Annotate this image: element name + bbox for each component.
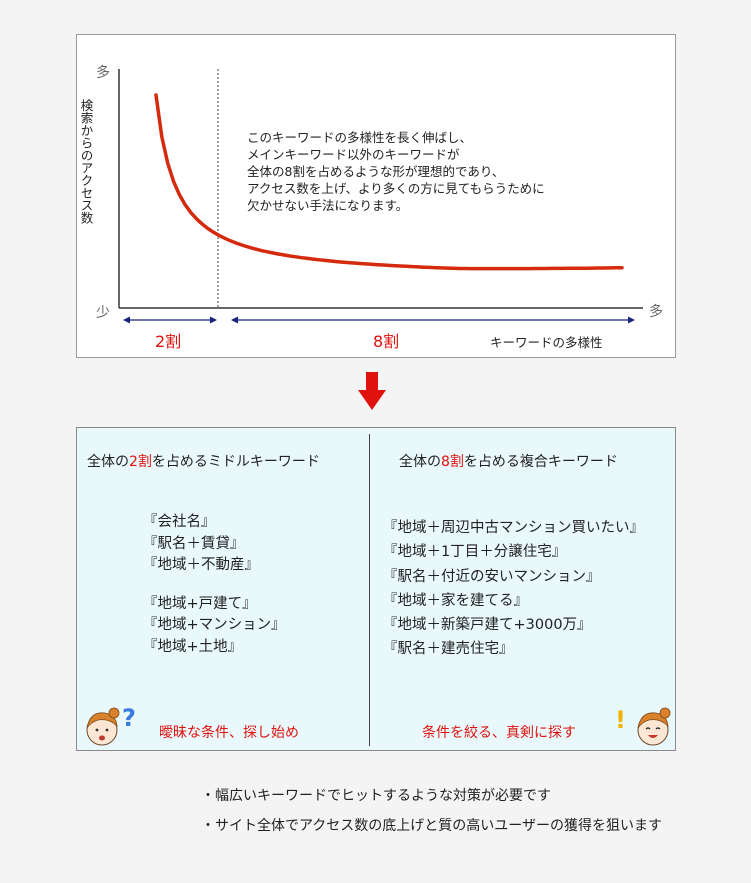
segment-arrow-2wari <box>123 316 217 324</box>
y-top-label: 多 <box>96 64 110 81</box>
y-axis-label: 検索からのアクセス数 <box>79 99 94 225</box>
left-caption: 曖昧な条件、探し始め <box>159 725 299 741</box>
middle-keyword-list: 『会社名』 『駅名＋賃貸』 『地域＋不動産』 『地域+戸建て』 『地域+マンショ… <box>143 512 286 658</box>
list-item: 『地域＋周辺中古マンション買いたい』 <box>383 520 644 536</box>
svg-text:?: ? <box>122 704 136 732</box>
annotation-line: 全体の8割を占めるような形が理想的であり、 <box>247 164 505 179</box>
right-column-heading: 全体の8割を占める複合キーワード <box>399 454 618 470</box>
list-item: 『駅名＋付近の安いマンション』 <box>383 568 601 585</box>
annotation-line: 欠かせない手法になります。 <box>247 198 409 213</box>
list-item: 『地域＋新築戸建て+3000万』 <box>383 617 592 634</box>
list-item: 『地域+土地』 <box>143 638 243 655</box>
list-item: 『会社名』 <box>143 514 216 530</box>
x-right-label: 多 <box>649 303 663 320</box>
list-item: 『地域＋1丁目＋分譲住宅』 <box>383 544 567 561</box>
long-tail-chart: 多 少 多 検索からのアクセス数 2割 8割 キーワードの多様性 このキーワード… <box>76 34 676 358</box>
keyword-comparison-box: 全体の2割を占めるミドルキーワード 『会社名』 『駅名＋賃貸』 『地域＋不動産』… <box>76 427 676 751</box>
svg-text:!: ! <box>615 706 626 734</box>
notes-list: ・幅広いキーワードでヒットするような対策が必要です ・サイト全体でアクセス数の底… <box>201 781 662 841</box>
list-item: 『地域＋家を建てる』 <box>383 592 528 609</box>
note-item: ・幅広いキーワードでヒットするような対策が必要です <box>201 788 551 804</box>
column-divider <box>369 434 370 746</box>
list-item: 『地域+マンション』 <box>143 617 286 633</box>
left-column-heading: 全体の2割を占めるミドルキーワード <box>87 454 320 470</box>
list-item: 『駅名＋建売住宅』 <box>383 641 514 658</box>
chart-svg: 多 少 多 検索からのアクセス数 2割 8割 キーワードの多様性 <box>79 64 664 351</box>
y-bottom-label: 少 <box>96 305 110 321</box>
segment-label-2wari: 2割 <box>155 332 181 351</box>
list-item: 『地域+戸建て』 <box>143 595 257 612</box>
list-item: 『地域＋不動産』 <box>143 557 259 573</box>
segment-label-8wari: 8割 <box>373 332 399 351</box>
long-tail-curve <box>154 93 624 271</box>
annotation-line: アクセス数を上げ、より多くの方に見てもらうために <box>247 181 545 196</box>
confused-face-icon: ? <box>86 704 136 746</box>
chart-annotation: このキーワードの多様性を長く伸ばし、 メインキーワード以外のキーワードが 全体の… <box>247 129 627 214</box>
annotation-line: メインキーワード以外のキーワードが <box>247 147 460 162</box>
compound-keyword-list: 『地域＋周辺中古マンション買いたい』 『地域＋1丁目＋分譲住宅』 『駅名＋付近の… <box>383 516 644 662</box>
annotation-line: このキーワードの多様性を長く伸ばし、 <box>247 130 473 145</box>
x-axis-label: キーワードの多様性 <box>490 335 603 350</box>
down-arrow-icon <box>358 372 386 410</box>
happy-face-icon: ! <box>615 706 671 746</box>
note-item: ・サイト全体でアクセス数の底上げと質の高いユーザーの獲得を狙います <box>201 818 663 834</box>
list-item: 『駅名＋賃貸』 <box>143 535 245 552</box>
right-caption: 条件を絞る、真剣に探す <box>422 725 576 741</box>
segment-arrow-8wari <box>231 316 635 324</box>
